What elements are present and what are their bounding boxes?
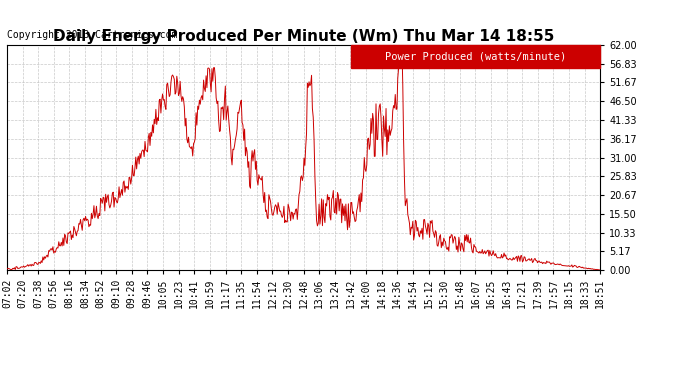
Text: Power Produced (watts/minute): Power Produced (watts/minute) xyxy=(385,51,566,61)
Title: Daily Energy Produced Per Minute (Wm) Thu Mar 14 18:55: Daily Energy Produced Per Minute (Wm) Th… xyxy=(53,29,554,44)
Bar xyxy=(351,45,600,68)
Text: Copyright 2013 Cartronics.com: Copyright 2013 Cartronics.com xyxy=(7,30,177,40)
